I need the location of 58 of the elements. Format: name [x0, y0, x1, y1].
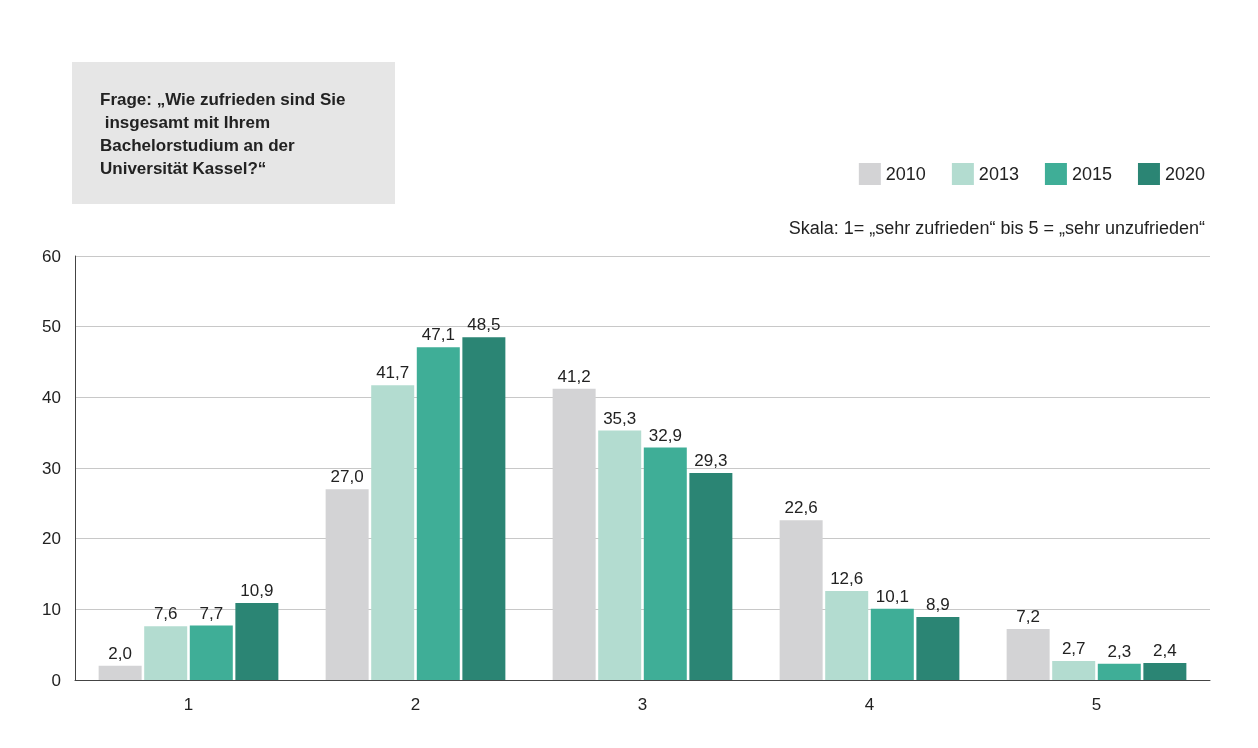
- bar: [1006, 629, 1050, 680]
- legend-label: 2010: [885, 164, 926, 184]
- bar: [689, 472, 733, 680]
- x-tick-label: 2: [410, 695, 421, 714]
- bar: [235, 602, 279, 680]
- bar: [325, 489, 369, 680]
- y-tick-label: 60: [42, 246, 61, 266]
- x-tick-label: 1: [183, 695, 194, 714]
- data-label: 7,2: [1016, 607, 1040, 627]
- y-tick-label: 10: [42, 599, 61, 619]
- data-label: 35,3: [603, 408, 637, 428]
- data-label: 8,9: [926, 595, 950, 615]
- data-label: 2,3: [1107, 641, 1132, 661]
- data-label: 32,9: [648, 425, 682, 445]
- legend-label: 2013: [978, 164, 1019, 184]
- x-tick-label: 5: [1091, 695, 1102, 714]
- bar: [189, 625, 233, 680]
- bar: [144, 626, 188, 680]
- bar: [552, 388, 596, 680]
- legend-label: 2020: [1164, 164, 1205, 184]
- bar: [98, 665, 142, 680]
- bar: [916, 617, 960, 680]
- bar: [416, 347, 460, 680]
- bar: [643, 447, 687, 680]
- chart-title: Frage: „Wie zufrieden sind Sie insgesamt mit Ihrem Bachelorstudium an der Universität Kassel?“: [100, 90, 346, 178]
- y-tick-label: 20: [42, 529, 61, 549]
- data-label: 12,6: [830, 568, 864, 588]
- data-label: 10,1: [875, 586, 909, 606]
- y-tick-label: 40: [42, 387, 61, 407]
- data-label: 2,4: [1153, 641, 1177, 661]
- bar: [779, 520, 823, 680]
- data-label: 48,5: [467, 315, 501, 335]
- chart-subtitle: Skala: 1= „sehr zufrieden“ bis 5 = „sehr unzufrieden“: [788, 218, 1206, 238]
- data-label: 41,7: [376, 363, 410, 383]
- bar: [462, 337, 506, 680]
- data-label: 2,0: [108, 643, 132, 663]
- bar: [870, 608, 914, 680]
- bar: [1052, 660, 1096, 680]
- legend-label: 2015: [1071, 164, 1112, 184]
- bar: [825, 590, 869, 680]
- bar: [371, 385, 415, 680]
- data-label: 47,1: [421, 325, 455, 345]
- data-label: 29,3: [694, 450, 728, 470]
- x-tick-label: 3: [637, 695, 648, 714]
- data-label: 2,7: [1061, 638, 1086, 658]
- data-label: 27,0: [330, 467, 364, 487]
- bar: [1097, 663, 1141, 680]
- bar: [598, 430, 642, 680]
- data-label: 22,6: [784, 498, 818, 518]
- y-tick-label: 0: [51, 670, 61, 690]
- data-label: 7,7: [199, 603, 224, 623]
- data-label: 10,9: [240, 580, 274, 600]
- bar: [1143, 663, 1187, 680]
- data-label: 41,2: [557, 366, 591, 386]
- y-tick-label: 30: [42, 458, 61, 478]
- x-tick-label: 4: [864, 695, 875, 714]
- data-label: 7,6: [153, 604, 178, 624]
- y-tick-label: 50: [42, 317, 61, 337]
